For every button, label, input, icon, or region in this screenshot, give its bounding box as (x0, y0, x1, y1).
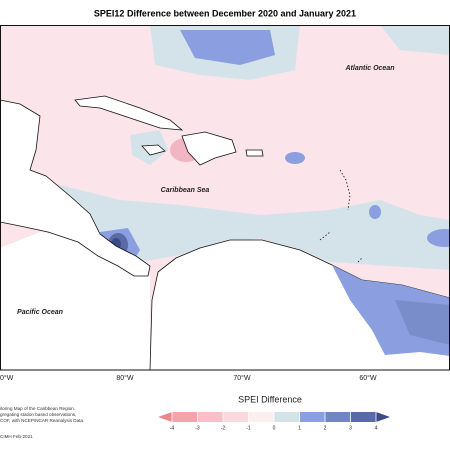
colorbar-tick-label: -2 (221, 425, 226, 431)
anomaly-region (395, 300, 450, 345)
note: gregating station based observations, (0, 412, 76, 417)
anomaly-region (40, 180, 450, 270)
central-america (0, 99, 151, 277)
colorbar-tick-label: 1 (298, 425, 301, 431)
puerto-rico (245, 149, 264, 157)
colorbar-extension (158, 412, 172, 422)
cuba (74, 95, 184, 131)
anomaly-region (369, 205, 381, 219)
anomaly-region (427, 229, 450, 247)
longitude-label: 80°W (116, 374, 134, 382)
ocean-label: Pacific Ocean (17, 309, 63, 316)
longitude-label: 70°W (233, 374, 251, 382)
ocean-label: Caribbean Sea (161, 187, 210, 194)
colorbar-tick-label: 2 (324, 425, 327, 431)
map-title: SPEI12 Difference between December 2020 … (94, 8, 356, 18)
note: itoring Map of the Caribbean Region. (0, 406, 75, 411)
colorbar-segment (223, 412, 249, 422)
note: COF, with NCEP/NCAR Reanalysis Data. (0, 418, 84, 423)
note: CIMH Feb-2021 (0, 434, 33, 439)
jamaica (141, 144, 166, 156)
colorbar-tick-label: 3 (349, 425, 352, 431)
colorbar-tick-label: -1 (246, 425, 251, 431)
colorbar-segment (299, 412, 325, 422)
colorbar-segment (274, 412, 300, 422)
colorbar-segment (350, 412, 376, 422)
colorbar-extension (376, 412, 390, 422)
colorbar-tick-label: -3 (195, 425, 200, 431)
colorbar-segment (172, 412, 198, 422)
anomaly-region (180, 30, 275, 65)
colorbar-tick-label: 4 (375, 425, 378, 431)
ocean-label: Atlantic Ocean (344, 65, 394, 72)
colorbar-segment (325, 412, 351, 422)
lesser-antilles (319, 169, 363, 263)
longitude-label: 60°W (359, 374, 377, 382)
map: Atlantic Ocean Caribbean Sea Pacific Oce… (0, 25, 450, 371)
no-data-area (0, 232, 150, 370)
colorbar-tick-label: 0 (273, 425, 276, 431)
colorbar-segment (197, 412, 223, 422)
colorbar-tick-label: -4 (170, 425, 175, 431)
anomaly-region (380, 25, 450, 55)
legend-title: SPEI Difference (238, 394, 302, 404)
anomaly-region (285, 152, 305, 164)
longitude-label: 0°W (0, 374, 14, 382)
hispaniola (181, 131, 237, 166)
colorbar-segment (248, 412, 274, 422)
